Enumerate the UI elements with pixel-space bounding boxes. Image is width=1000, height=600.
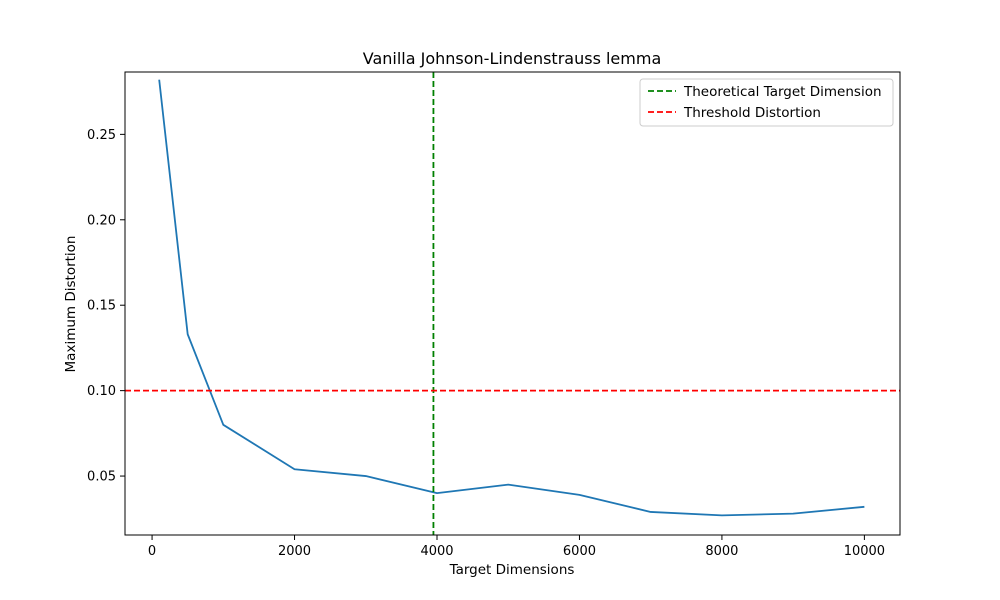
plot-frame [124,71,901,536]
y-axis-label: Maximum Distortion [63,236,79,373]
x-axis-label: Target Dimensions [449,562,575,578]
x-tick-label: 4000 [420,544,453,559]
series-line [158,79,865,517]
x-tick-label: 10000 [844,544,885,559]
legend: Theoretical Target Dimension Threshold Di… [639,78,894,127]
x-tick-label: 6000 [563,544,596,559]
x-axis: 0 2000 4000 6000 8000 10000 [148,535,885,559]
y-tick-label: 0.10 [87,384,116,399]
legend-label: Threshold Distortion [683,105,821,121]
legend-label: Theoretical Target Dimension [683,84,882,100]
y-axis: 0.05 0.10 0.15 0.20 0.25 [87,128,125,485]
y-tick-label: 0.05 [87,470,116,485]
x-tick-label: 0 [148,544,156,559]
x-tick-label: 2000 [278,544,311,559]
y-tick-label: 0.20 [87,213,116,228]
y-tick-label: 0.15 [87,299,116,314]
x-tick-label: 8000 [705,544,738,559]
y-tick-label: 0.25 [87,128,116,143]
legend-box [639,78,894,127]
plot-area [125,72,900,535]
chart-title: Vanilla Johnson-Lindenstrauss lemma [363,49,662,68]
